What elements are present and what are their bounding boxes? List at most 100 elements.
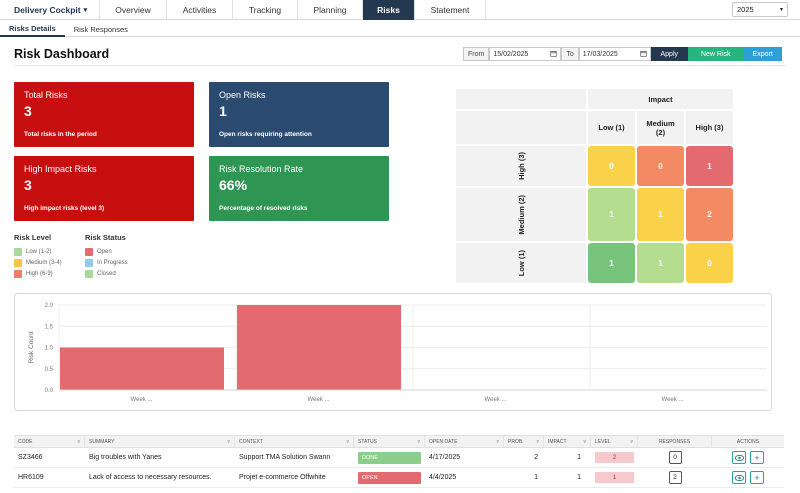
filter-icon[interactable]: ▿ bbox=[630, 438, 633, 445]
cell-actions: + bbox=[712, 468, 784, 487]
x-tick-label: Week ... bbox=[662, 397, 684, 403]
to-label: To bbox=[561, 47, 579, 61]
legend-label: Medium (3-4) bbox=[26, 259, 62, 266]
brand-label: Delivery Cockpit bbox=[14, 5, 81, 15]
cell-level: 2 bbox=[591, 448, 638, 467]
legend-item: Low (1-2) bbox=[14, 246, 62, 257]
header-label: LEVEL bbox=[595, 438, 611, 445]
y-tick-label: 1.0 bbox=[45, 346, 54, 352]
header-label: CODE bbox=[18, 438, 33, 445]
cell-level: 1 bbox=[591, 468, 638, 487]
filter-icon[interactable]: ▿ bbox=[417, 438, 420, 445]
legend-swatch bbox=[85, 269, 93, 278]
nav-item-overview[interactable]: Overview bbox=[100, 0, 167, 20]
header-label: STATUS bbox=[358, 438, 377, 445]
x-tick-label: Week ... bbox=[485, 397, 507, 403]
cell-context: Projet e-commerce Offwhite bbox=[239, 474, 326, 481]
from-date-value: 15/02/2025 bbox=[493, 50, 529, 58]
view-icon[interactable] bbox=[732, 471, 746, 484]
new-risk-button[interactable]: New Risk bbox=[687, 47, 744, 61]
matrix-row-label: High (3) bbox=[516, 152, 526, 180]
column-header-code[interactable]: CODE ▿ bbox=[14, 436, 85, 447]
cell-actions: + bbox=[712, 448, 784, 467]
nav-item-planning[interactable]: Planning bbox=[298, 0, 363, 20]
legend-item: High (6-9) bbox=[14, 268, 62, 279]
column-header-open-date[interactable]: OPEN DATE ▿ bbox=[425, 436, 504, 447]
legend-title: Risk Status bbox=[85, 233, 126, 242]
column-header-level[interactable]: LEVEL ▿ bbox=[591, 436, 638, 447]
column-header-actions: ACTIONS bbox=[712, 436, 784, 447]
filter-icon[interactable]: ▿ bbox=[583, 438, 586, 445]
apply-button[interactable]: Apply bbox=[650, 47, 688, 61]
date-filter-bar: From 15/02/2025 To 17/03/2025 Apply New … bbox=[463, 47, 782, 61]
cell-status: OPEN bbox=[354, 468, 425, 487]
view-icon[interactable] bbox=[732, 451, 746, 464]
add-icon[interactable]: + bbox=[750, 451, 764, 464]
calendar-icon[interactable] bbox=[640, 50, 647, 59]
tab-risks-details[interactable]: Risks Details bbox=[0, 21, 65, 37]
cell-prob: 1 bbox=[534, 474, 538, 481]
filter-icon[interactable]: ▿ bbox=[346, 438, 349, 445]
filter-icon[interactable]: ▿ bbox=[496, 438, 499, 445]
add-icon[interactable]: + bbox=[750, 471, 764, 484]
chevron-down-icon: ▾ bbox=[83, 7, 88, 14]
from-date-input[interactable]: 15/02/2025 bbox=[489, 47, 562, 61]
legend-title: Risk Level bbox=[14, 233, 52, 242]
filter-icon[interactable]: ▿ bbox=[536, 438, 539, 445]
header-label: OPEN DATE bbox=[429, 438, 458, 445]
table-row[interactable]: HR6109 Lack of access to necessary resou… bbox=[14, 468, 784, 488]
x-tick-label: Week ... bbox=[131, 397, 153, 403]
column-header-prob[interactable]: PROB. ▿ bbox=[504, 436, 544, 447]
matrix-corner bbox=[456, 89, 586, 109]
responses-count[interactable]: 0 bbox=[668, 451, 682, 464]
status-badge: OPEN bbox=[358, 471, 421, 484]
card-description: Total risks in the period bbox=[24, 131, 97, 138]
table-header: CODE ▿ SUMMARY ▿ CONTEXT ▿ STATUS ▿ OPEN DAT… bbox=[14, 435, 784, 448]
column-header-impact[interactable]: IMPACT ▿ bbox=[544, 436, 591, 447]
card-title: Risk Resolution Rate bbox=[219, 164, 304, 174]
legend-label: High (6-9) bbox=[26, 270, 53, 277]
year-select[interactable]: 2025 ▾ bbox=[732, 2, 788, 17]
calendar-icon[interactable] bbox=[550, 50, 557, 59]
card-value: 3 bbox=[24, 177, 32, 193]
header-label: CONTEXT bbox=[239, 438, 263, 445]
column-header-context[interactable]: CONTEXT ▿ bbox=[235, 436, 354, 447]
card-resolution-rate: Risk Resolution Rate 66% Percentage of r… bbox=[209, 156, 389, 221]
card-title: Total Risks bbox=[24, 90, 68, 100]
column-header-status[interactable]: STATUS ▿ bbox=[354, 436, 425, 447]
export-button[interactable]: Export bbox=[743, 47, 782, 61]
nav-item-tracking[interactable]: Tracking bbox=[233, 0, 298, 20]
table-row[interactable]: SZ3466 Big troubles with Yanes Support T… bbox=[14, 448, 784, 468]
level-badge: 1 bbox=[595, 472, 634, 483]
card-description: Open risks requiring attention bbox=[219, 131, 312, 138]
chart-bar bbox=[60, 347, 224, 390]
card-open-risks: Open Risks 1 Open risks requiring attent… bbox=[209, 82, 389, 147]
y-tick-label: 1.5 bbox=[45, 324, 54, 330]
cell-responses: 0 bbox=[638, 448, 712, 467]
matrix-cell: 1 bbox=[588, 243, 635, 283]
nav-item-risks[interactable]: Risks bbox=[363, 0, 415, 20]
legend-label: Low (1-2) bbox=[26, 248, 52, 255]
cell-responses: 2 bbox=[638, 468, 712, 487]
filter-icon[interactable]: ▿ bbox=[227, 438, 230, 445]
cell-code: HR6109 bbox=[18, 474, 44, 481]
filter-icon[interactable]: ▿ bbox=[77, 438, 80, 445]
matrix-row-label: Low (1) bbox=[516, 249, 526, 277]
cell-summary: Big troubles with Yanes bbox=[89, 454, 162, 461]
tab-risk-responses[interactable]: Risk Responses bbox=[73, 24, 128, 34]
matrix-row-header: Low (1) bbox=[456, 243, 586, 283]
brand-dropdown[interactable]: Delivery Cockpit ▾ bbox=[0, 0, 100, 20]
responses-count[interactable]: 2 bbox=[668, 471, 682, 484]
column-header-summary[interactable]: SUMMARY ▿ bbox=[85, 436, 235, 447]
header-label: IMPACT bbox=[548, 438, 567, 445]
card-description: High impact risks (level 3) bbox=[24, 205, 105, 212]
status-badge: DONE bbox=[358, 451, 421, 464]
card-title: High Impact Risks bbox=[24, 164, 97, 174]
chart-bar bbox=[237, 305, 401, 390]
legend-swatch bbox=[14, 269, 22, 278]
nav-item-statement[interactable]: Statement bbox=[415, 0, 486, 20]
header-label: ACTIONS bbox=[736, 438, 760, 445]
nav-item-activities[interactable]: Activities bbox=[167, 0, 233, 20]
legend-item: In Progress bbox=[85, 257, 128, 268]
to-date-input[interactable]: 17/03/2025 bbox=[578, 47, 651, 61]
